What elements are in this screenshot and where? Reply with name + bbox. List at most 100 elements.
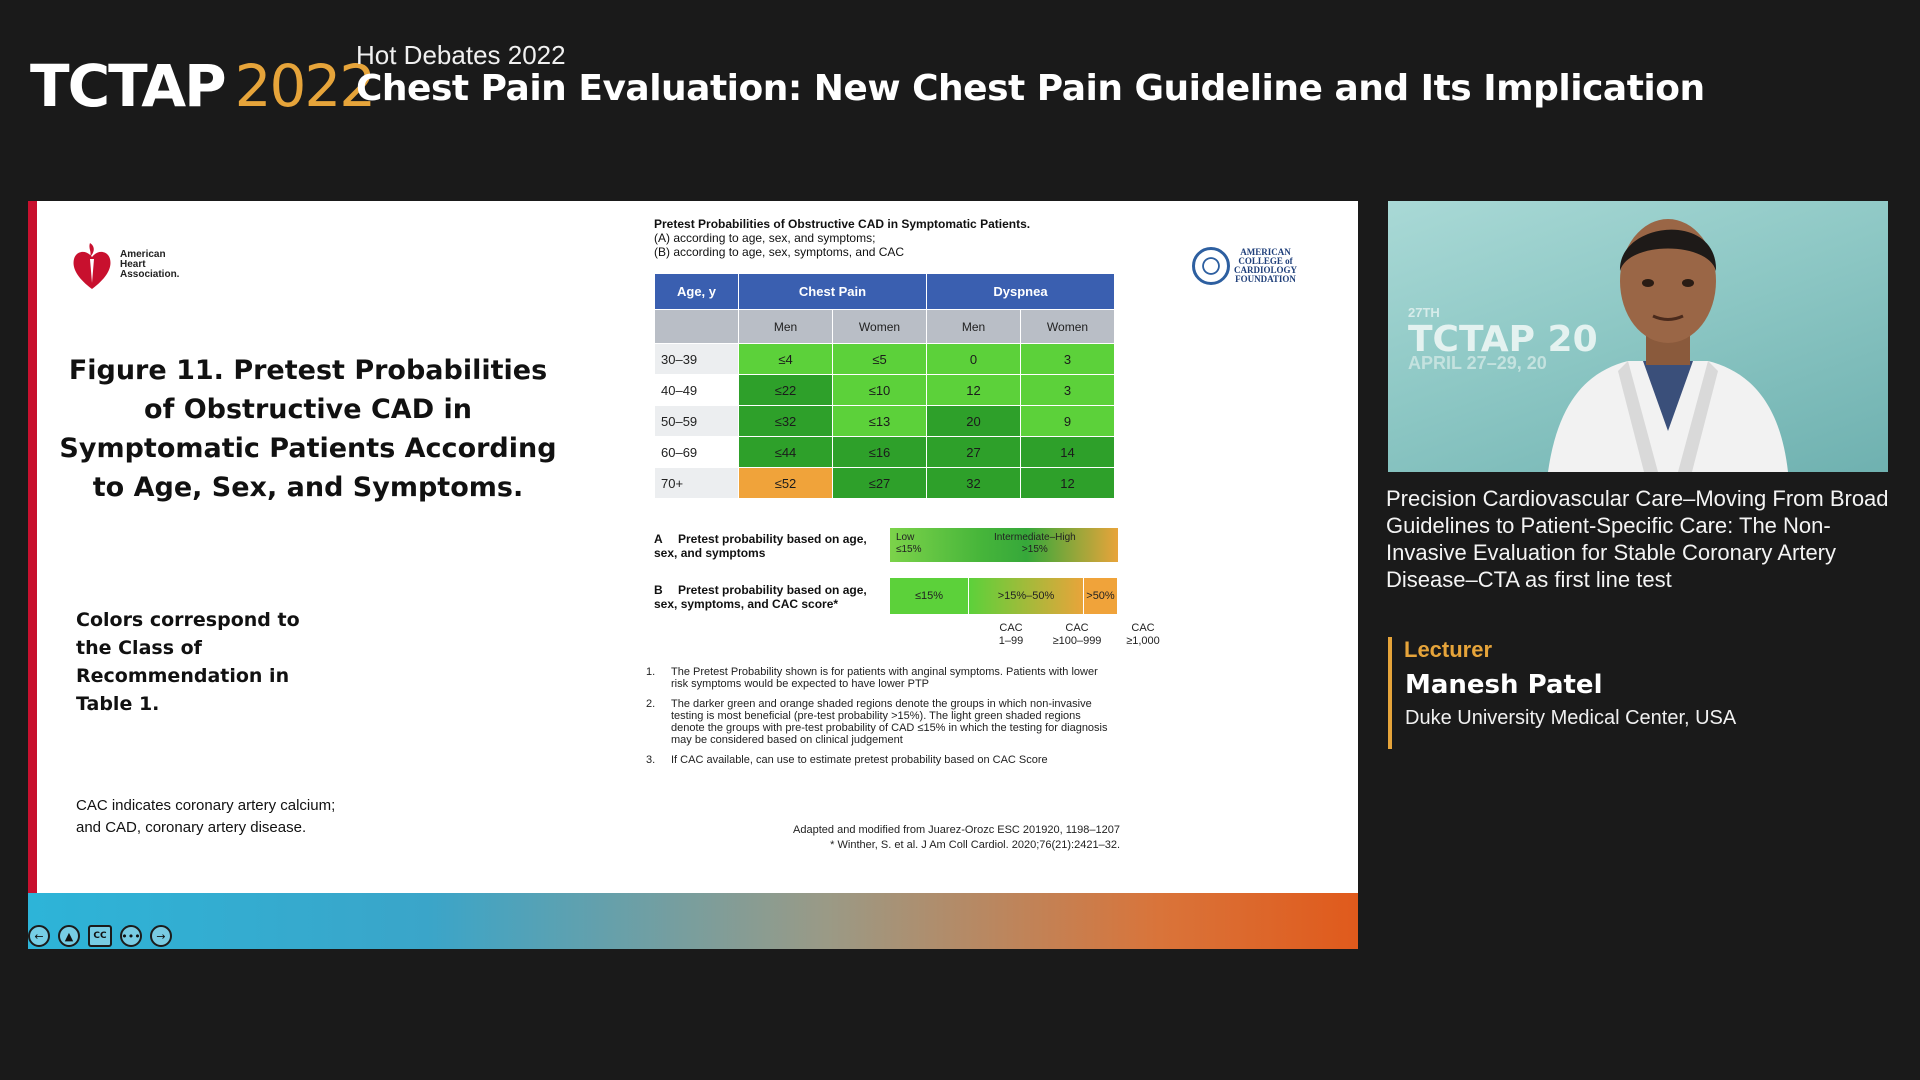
references: Adapted and modified from Juarez-Orozc E… xyxy=(668,823,1120,853)
footnote-number: 1. xyxy=(646,666,656,678)
reference-line: Adapted and modified from Juarez-Orozc E… xyxy=(793,824,1120,836)
legend-a-text: Pretest probability based on age, sex, a… xyxy=(654,532,867,560)
probability-cell: ≤44 xyxy=(738,436,833,468)
probability-cell: ≤52 xyxy=(738,467,833,499)
acc-logo: AMERICAN COLLEGE of CARDIOLOGY FOUNDATIO… xyxy=(1192,247,1297,285)
legend-b-label: B Pretest probability based on age, sex, … xyxy=(654,583,884,611)
footnote-number: 2. xyxy=(646,698,656,710)
footnote-text: The darker green and orange shaded regio… xyxy=(671,698,1108,746)
probability-cell: 3 xyxy=(1020,343,1115,375)
back-icon[interactable]: ← xyxy=(28,925,50,947)
legend-high: Intermediate–High xyxy=(994,532,1076,543)
video-overlay-brand: TCTAP 20 xyxy=(1408,319,1598,360)
column-subheader: Women xyxy=(1020,309,1115,344)
speaker-figure xyxy=(1548,219,1788,472)
probability-cell: ≤4 xyxy=(738,343,833,375)
probability-cell: 12 xyxy=(926,374,1021,406)
presentation-slide: American Heart Association. Figure 11. P… xyxy=(28,201,1358,893)
footnote: 2. The darker green and orange shaded reg… xyxy=(646,698,1116,746)
table-subtitle-b: (B) according to age, sex, symptoms, and… xyxy=(654,245,905,259)
column-header-age: Age, y xyxy=(654,273,739,310)
footnote: 3. If CAC available, can use to estimate … xyxy=(646,754,1116,766)
legend-b-segment: >15%–50% xyxy=(969,578,1084,614)
cac-label: CAC xyxy=(1131,622,1155,634)
slide-controls: ← ▲ CC ••• → xyxy=(28,925,172,947)
aha-logo-line: American xyxy=(120,249,166,260)
probability-cell: 20 xyxy=(926,405,1021,437)
acc-logo-line: AMERICAN xyxy=(1240,247,1291,257)
legend-a-gradient-bar: Low ≤15% Intermediate–High >15% xyxy=(890,528,1118,562)
pointer-icon[interactable]: ▲ xyxy=(58,925,80,947)
probability-cell: 32 xyxy=(926,467,1021,499)
legend-low: Low xyxy=(896,532,915,543)
figure-title: Figure 11. Pretest Probabilities of Obst… xyxy=(59,355,557,503)
acc-seal-icon xyxy=(1192,247,1230,285)
probability-cell: 14 xyxy=(1020,436,1115,468)
probability-cell: 3 xyxy=(1020,374,1115,406)
video-overlay-edition: 27TH xyxy=(1408,305,1440,320)
colors-note: Colors correspond to the Class of Recomm… xyxy=(76,609,300,715)
table-caption: Pretest Probabilities of Obstructive CAD… xyxy=(654,217,1030,259)
cac-range: ≥100–999 xyxy=(1052,635,1102,647)
table-row: 50–59 ≤32 ≤13 20 9 xyxy=(654,405,1115,437)
abbreviation-note: CAC indicates coronary artery calcium; a… xyxy=(76,797,336,836)
probability-cell: ≤5 xyxy=(832,343,927,375)
aha-logo: American Heart Association. xyxy=(70,239,179,291)
speaker-video: 27TH TCTAP 20 APRIL 27–29, 20 xyxy=(1388,201,1888,472)
footnote-number: 3. xyxy=(646,754,656,766)
brand-year: 2022 xyxy=(234,52,377,120)
acc-logo-line: CARDIOLOGY xyxy=(1234,265,1298,275)
table-row: 60–69 ≤44 ≤16 27 14 xyxy=(654,436,1115,468)
session-title: Chest Pain Evaluation: New Chest Pain Gu… xyxy=(356,68,1705,109)
lecturer-accent-bar xyxy=(1388,637,1392,749)
probability-cell: 0 xyxy=(926,343,1021,375)
slide-footer-band xyxy=(28,893,1358,949)
video-overlay-date: APRIL 27–29, 20 xyxy=(1408,353,1547,373)
column-subheader-empty xyxy=(654,309,739,344)
heart-torch-icon xyxy=(73,243,111,289)
legend-b-segment: ≤15% xyxy=(890,578,969,614)
legend-b-text: Pretest probability based on age, sex, s… xyxy=(654,583,867,611)
pretest-probability-table: Age, y Chest Pain Dyspnea Men Women Men … xyxy=(654,273,1115,499)
cac-labels: CAC 1–99 CAC ≥100–999 CAC ≥1,000 xyxy=(978,622,1176,648)
captions-icon[interactable]: CC xyxy=(88,925,112,947)
probability-cell: ≤27 xyxy=(832,467,927,499)
forward-icon[interactable]: → xyxy=(150,925,172,947)
aha-logo-line: Heart xyxy=(120,259,146,270)
probability-cell: 27 xyxy=(926,436,1021,468)
age-cell: 50–59 xyxy=(654,405,739,437)
aha-logo-line: Association. xyxy=(120,269,180,280)
session-label: Hot Debates 2022 xyxy=(356,40,566,70)
probability-cell: ≤32 xyxy=(738,405,833,437)
acc-logo-line: FOUNDATION xyxy=(1235,274,1296,284)
cac-range: 1–99 xyxy=(998,635,1024,647)
footnotes-list: 1. The Pretest Probability shown is for p… xyxy=(646,666,1116,774)
probability-cell: 12 xyxy=(1020,467,1115,499)
lecturer-affiliation: Duke University Medical Center, USA xyxy=(1405,707,1737,729)
acc-logo-line: COLLEGE of xyxy=(1238,256,1293,266)
legend-low-value: ≤15% xyxy=(896,544,922,555)
legend-high-value: >15% xyxy=(1021,544,1048,555)
table-row: 30–39 ≤4 ≤5 0 3 xyxy=(654,343,1115,375)
slide-accent-bar xyxy=(28,201,37,893)
table-row: 70+ ≤52 ≤27 32 12 xyxy=(654,467,1115,499)
probability-cell: ≤10 xyxy=(832,374,927,406)
cac-label: CAC xyxy=(1065,622,1089,634)
table-title: Pretest Probabilities of Obstructive CAD… xyxy=(654,217,1031,231)
more-icon[interactable]: ••• xyxy=(120,925,142,947)
column-subheader: Men xyxy=(926,309,1021,344)
brand-name: TCTAP xyxy=(30,52,227,120)
probability-cell: ≤13 xyxy=(832,405,927,437)
column-header-dyspnea: Dyspnea xyxy=(926,273,1115,310)
cac-range: ≥1,000 xyxy=(1126,635,1160,647)
footnote-text: The Pretest Probability shown is for pat… xyxy=(671,666,1098,690)
legend-b-bar: ≤15% >15%–50% >50% xyxy=(890,578,1118,614)
column-subheader: Men xyxy=(738,309,833,344)
age-cell: 60–69 xyxy=(654,436,739,468)
column-subheader: Women xyxy=(832,309,927,344)
cac-label: CAC xyxy=(999,622,1023,634)
age-cell: 40–49 xyxy=(654,374,739,406)
age-cell: 70+ xyxy=(654,467,739,499)
age-cell: 30–39 xyxy=(654,343,739,375)
talk-title: Precision Cardiovascular Care–Moving Fro… xyxy=(1386,486,1889,592)
